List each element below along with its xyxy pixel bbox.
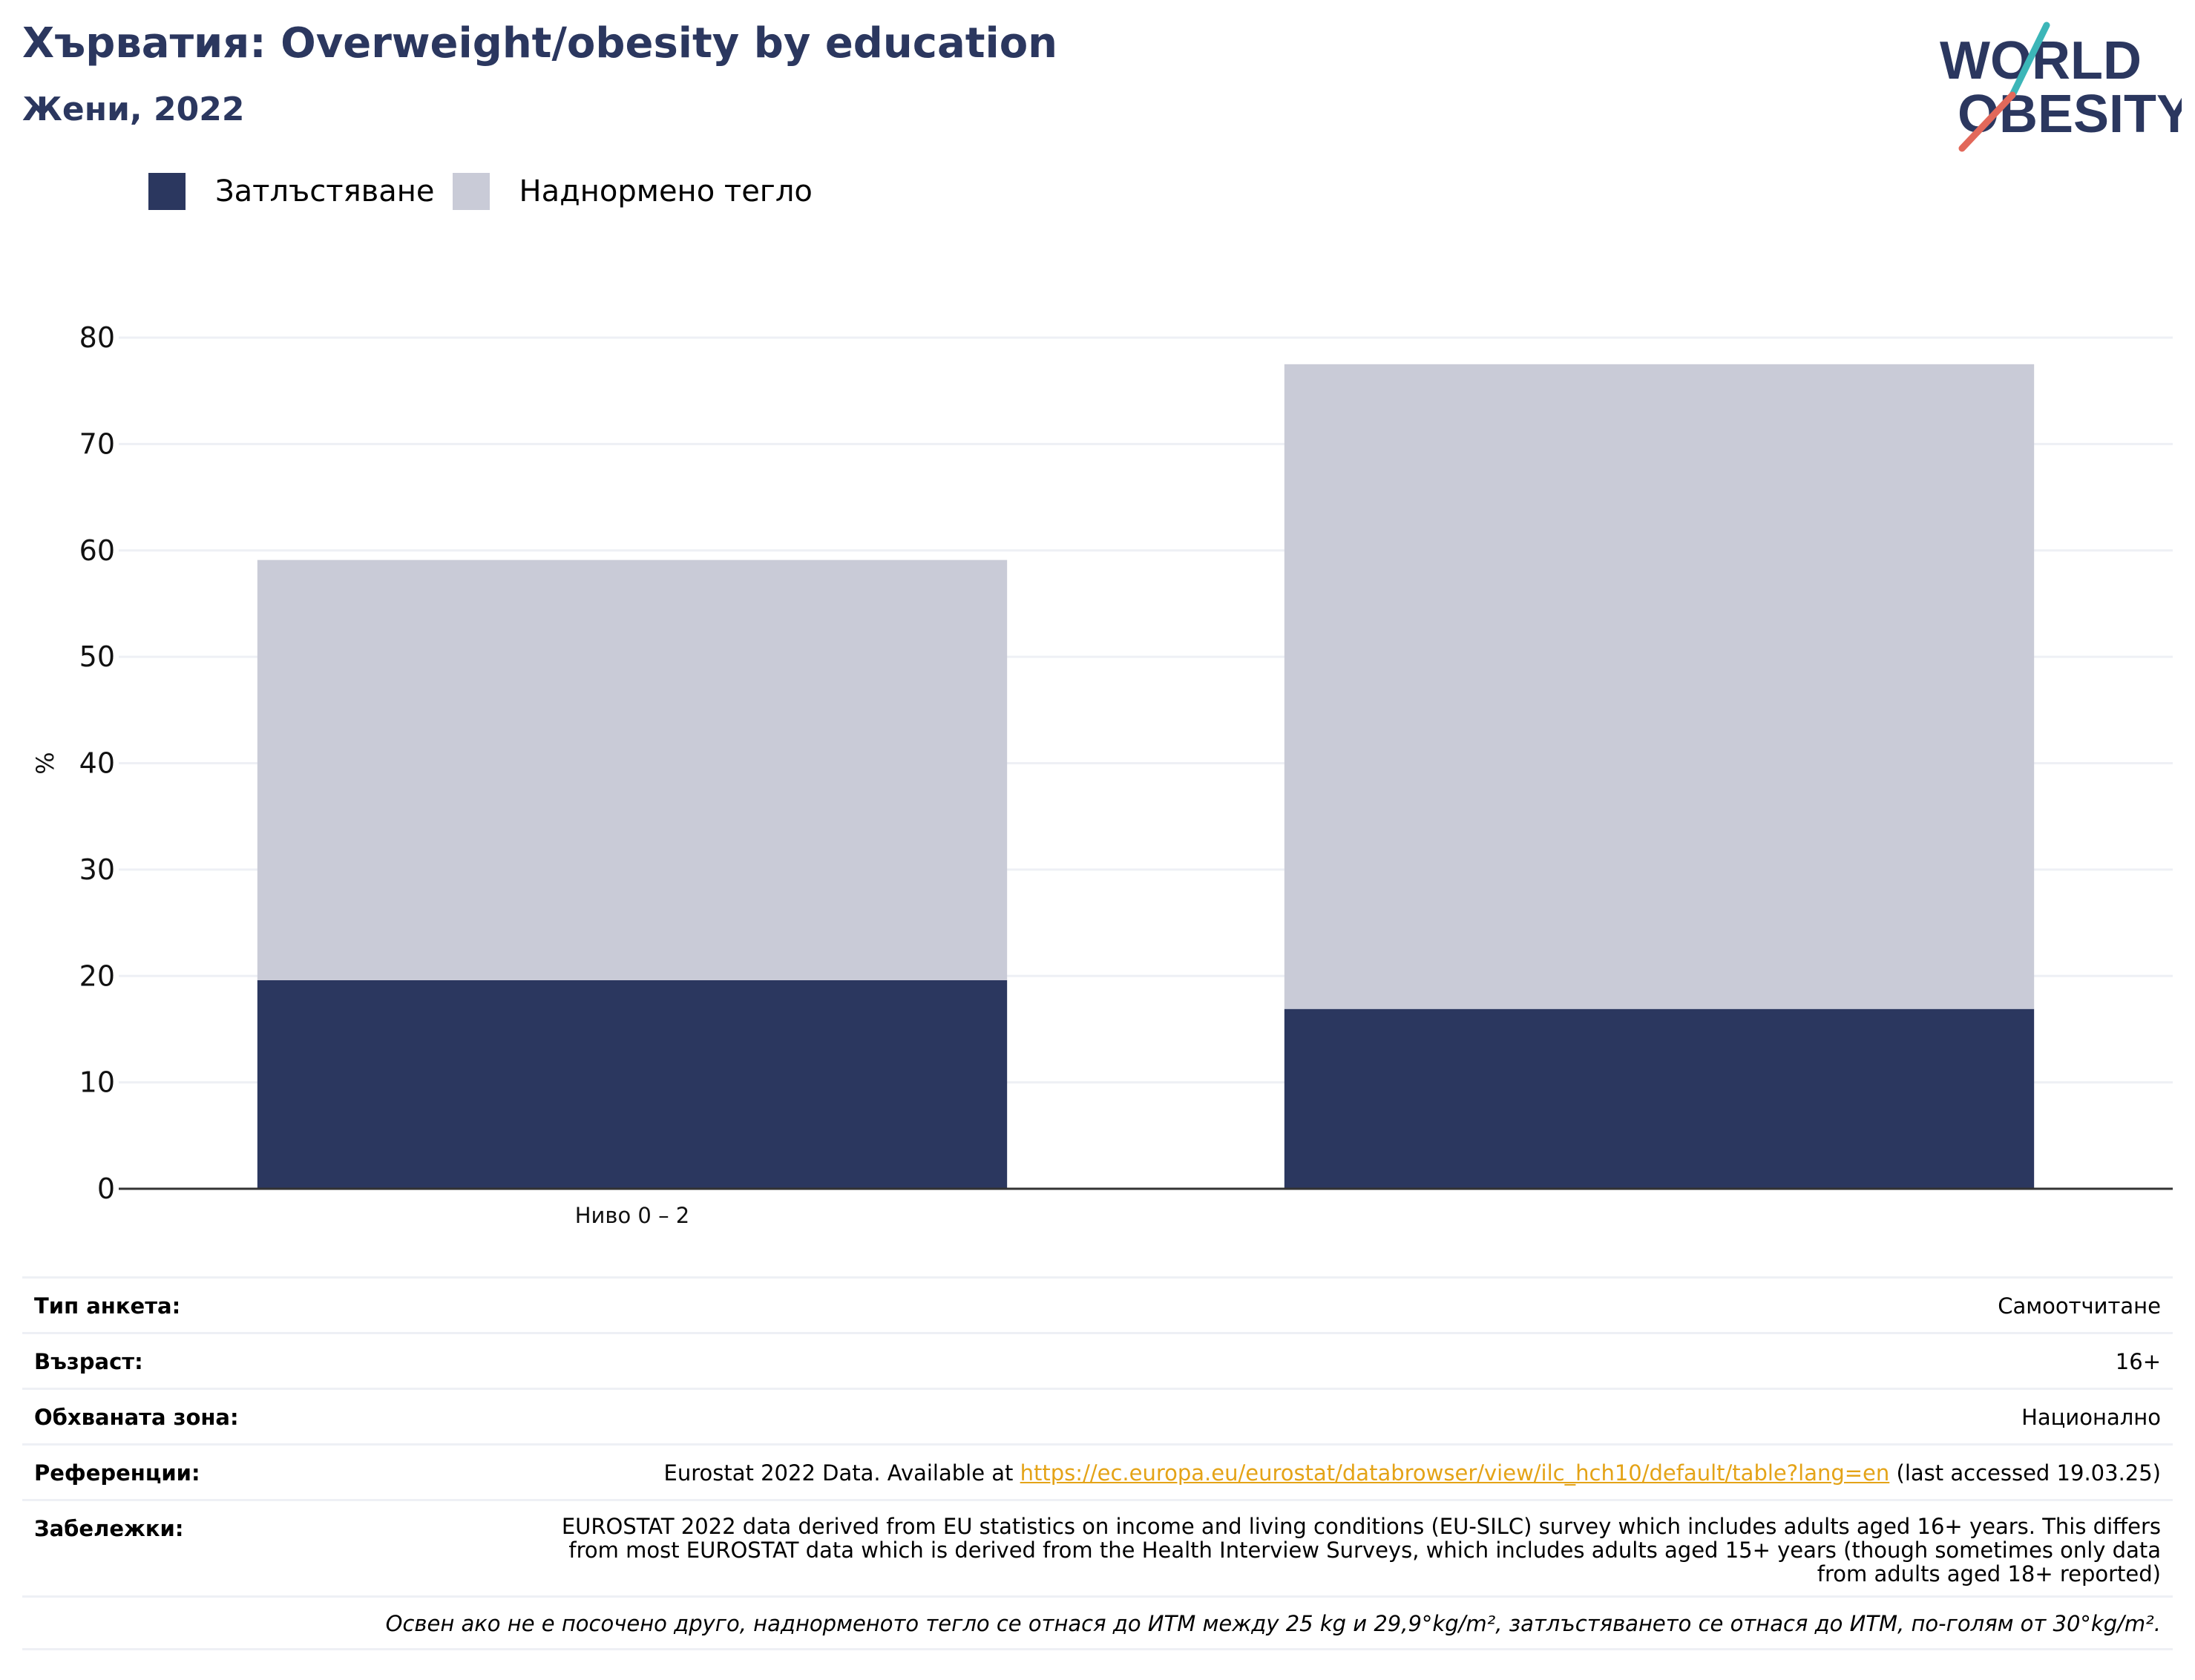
y-tick-label-0: 0 <box>97 1172 115 1205</box>
meta-value-references: Eurostat 2022 Data. Available at https:/… <box>664 1446 2161 1499</box>
meta-row-age: Възраст: 16+ <box>22 1332 2173 1388</box>
chart-title: Хърватия: Overweight/obesity by educatio… <box>22 19 1058 68</box>
meta-value-age: 16+ <box>2115 1349 2161 1374</box>
y-tick-label-80: 80 <box>79 321 115 354</box>
y-tick-label-60: 60 <box>79 534 115 567</box>
bar-overweight-0 <box>257 560 1008 980</box>
footnote-text: Освен ако не е посочено друго, наднормен… <box>385 1611 2161 1636</box>
y-tick-label-70: 70 <box>79 427 115 460</box>
references-link[interactable]: https://ec.europa.eu/eurostat/databrowse… <box>1020 1460 1890 1486</box>
meta-row-survey-type: Тип анкета: Самоотчитане <box>22 1276 2173 1332</box>
meta-row-area: Обхваната зона: Национално <box>22 1388 2173 1443</box>
bar-chart: 0 10 20 30 40 50 60 70 80% Ниво 0 – 2 <box>31 321 2173 1228</box>
y-tick-label-50: 50 <box>79 640 115 673</box>
references-suffix: (last accessed 19.03.25) <box>1889 1460 2162 1486</box>
metadata-table: Тип анкета: Самоотчитане Възраст: 16+ Об… <box>22 1276 2173 1650</box>
meta-key-area: Обхваната зона: <box>34 1405 239 1430</box>
bar-obesity-0 <box>257 980 1008 1189</box>
footnote: Освен ако не е посочено друго, наднормен… <box>22 1595 2173 1650</box>
meta-value-notes: EUROSTAT 2022 data derived from EU stati… <box>561 1514 2161 1587</box>
meta-row-notes: Забележки: EUROSTAT 2022 data derived fr… <box>22 1499 2173 1595</box>
meta-key-notes: Забележки: <box>34 1516 184 1541</box>
meta-value-area: Национално <box>2021 1405 2161 1430</box>
meta-key-references: Референции: <box>34 1460 200 1486</box>
x-tick-label-0: Ниво 0 – 2 <box>575 1203 690 1228</box>
y-tick-label-40: 40 <box>79 747 115 780</box>
legend-item-overweight: Наднормено тегло <box>452 173 813 210</box>
chart-subtitle: Жени, 2022 <box>22 91 245 128</box>
legend: Затлъстяване Наднормено тегло <box>148 171 830 212</box>
legend-swatch-overweight <box>452 173 490 210</box>
references-prefix: Eurostat 2022 Data. Available at <box>663 1460 1020 1486</box>
y-tick-label-20: 20 <box>79 959 115 992</box>
meta-key-age: Възраст: <box>34 1349 143 1374</box>
y-tick-label-30: 30 <box>79 853 115 886</box>
legend-item-obesity: Затлъстяване <box>148 173 435 210</box>
y-axis-label: % <box>31 752 59 774</box>
legend-swatch-obesity <box>148 173 186 210</box>
meta-value-survey-type: Самоотчитане <box>1998 1293 2161 1319</box>
logo-slash-teal <box>2009 22 2050 99</box>
legend-label-obesity: Затлъстяване <box>215 174 435 209</box>
bar-obesity-1 <box>1284 1008 2035 1189</box>
meta-key-survey-type: Тип анкета: <box>34 1293 181 1319</box>
world-obesity-logo: WORLD OBESITY <box>1940 22 2182 152</box>
meta-row-references: Референции: Eurostat 2022 Data. Availabl… <box>22 1443 2173 1499</box>
y-tick-label-10: 10 <box>79 1066 115 1099</box>
logo-slash-coral <box>1958 91 2016 152</box>
bar-overweight-1 <box>1284 364 2035 1009</box>
legend-label-overweight: Наднормено тегло <box>519 174 813 209</box>
